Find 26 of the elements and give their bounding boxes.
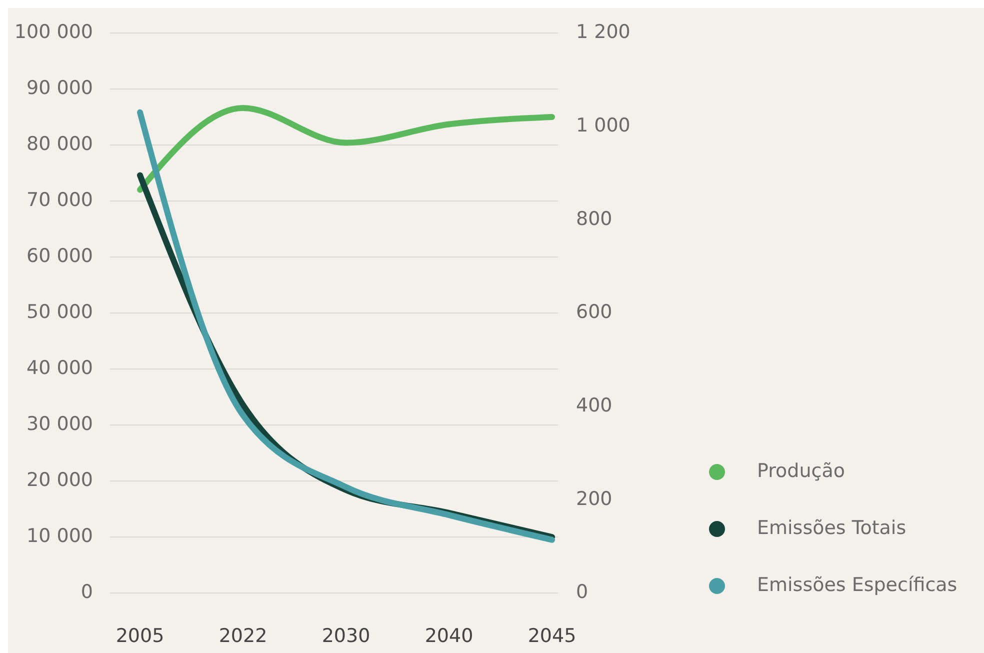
legend-label: Emissões Específicas: [757, 574, 958, 596]
y-tick-label: 20 000: [26, 469, 93, 492]
y2-tick-label: 0: [576, 581, 588, 604]
y-tick-label: 60 000: [26, 245, 93, 268]
y-tick-label: 0: [80, 581, 93, 604]
y2-tick-label: 400: [576, 394, 612, 417]
y-tick-label: 10 000: [26, 525, 93, 548]
y-tick-label: 50 000: [26, 301, 93, 324]
y2-tick-label: 600: [576, 301, 612, 324]
y-tick-label: 90 000: [26, 77, 93, 100]
x-tick-label: 2045: [528, 625, 576, 647]
x-tick-label: 2030: [322, 625, 370, 647]
x-tick-label: 2022: [218, 625, 268, 647]
x-tick-label: 2005: [116, 625, 164, 647]
legend-label: Emissões Totais: [757, 517, 906, 540]
y2-tick-label: 800: [576, 208, 612, 230]
y-tick-label: 80 000: [26, 133, 93, 156]
legend-label: Produção: [757, 460, 845, 482]
y2-tick-label: 200: [576, 488, 612, 510]
y2-tick-label: 1 000: [576, 114, 630, 137]
y2-tick-label: 1 200: [576, 21, 630, 44]
y-tick-label: 40 000: [26, 357, 93, 380]
y-tick-label: 30 000: [26, 413, 93, 436]
y-tick-label: 70 000: [26, 189, 93, 212]
x-tick-label: 2040: [424, 625, 474, 647]
y-tick-label: 100 000: [14, 21, 93, 44]
